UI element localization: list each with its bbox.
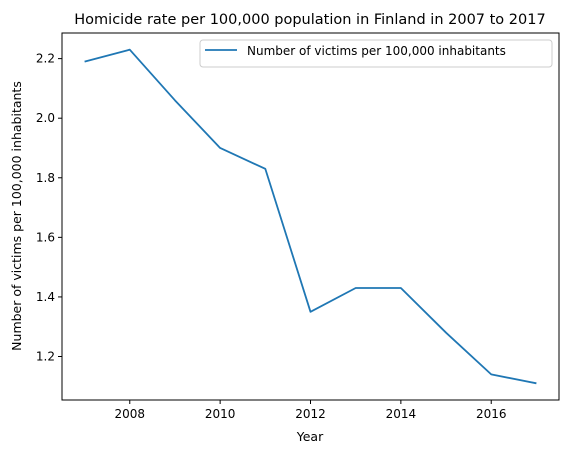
series-line-0 <box>84 48 537 385</box>
x-tick-label: 2008 <box>114 407 145 421</box>
y-tick-label: 2.0 <box>36 111 55 125</box>
y-axis: 1.2 1.4 1.6 1.8 2.0 2.2 <box>36 52 62 364</box>
chart-title: Homicide rate per 100,000 population in … <box>74 12 545 28</box>
y-tick-label: 1.8 <box>36 171 55 185</box>
y-axis-label: Number of victims per 100,000 inhabitant… <box>9 81 24 351</box>
x-axis-label: Year <box>296 429 324 444</box>
y-tick-label: 1.4 <box>36 290 55 304</box>
y-tick-label: 1.6 <box>36 230 55 244</box>
y-tick-label: 1.2 <box>36 350 55 364</box>
legend: Number of victims per 100,000 inhabitant… <box>199 39 553 68</box>
plot-area <box>61 32 560 401</box>
plot-frame <box>61 32 560 401</box>
legend-label: Number of victims per 100,000 inhabitant… <box>247 44 506 58</box>
y-tick-label: 2.2 <box>36 52 55 66</box>
series-layer <box>84 48 537 385</box>
x-tick-label: 2014 <box>386 407 417 421</box>
x-axis: 2008 2010 2012 2014 2016 <box>114 400 507 421</box>
legend-box <box>199 39 553 68</box>
x-tick-label: 2016 <box>476 407 507 421</box>
x-tick-label: 2012 <box>295 407 326 421</box>
x-tick-label: 2010 <box>205 407 236 421</box>
